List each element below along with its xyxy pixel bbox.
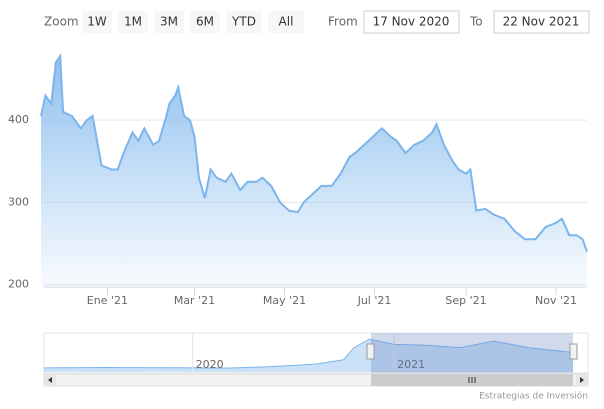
x-tick-label: May '21	[263, 294, 306, 307]
y-tick-label: 200	[8, 278, 29, 291]
range-button[interactable]	[268, 11, 304, 33]
arrow-right	[580, 377, 584, 383]
navigator-handle[interactable]	[569, 343, 578, 360]
line	[40, 52, 588, 253]
area	[41, 56, 587, 287]
from-input[interactable]	[363, 10, 460, 34]
range-button-label[interactable]: 3M	[160, 15, 178, 29]
from-value[interactable]: 17 Nov 2020	[373, 15, 450, 29]
navigator-label: 2021	[397, 358, 425, 371]
to-label: To	[469, 15, 483, 29]
scroll-grip	[468, 377, 476, 383]
navigator-handle[interactable]	[366, 343, 375, 360]
range-button-label[interactable]: 1W	[87, 15, 107, 29]
range-button[interactable]	[82, 11, 112, 33]
range-button[interactable]	[190, 11, 220, 33]
y-tick-label: 400	[8, 113, 29, 126]
navigator-label: 2020	[196, 358, 224, 371]
zoom-label: Zoom	[44, 15, 79, 29]
x-tick-label: Ene '21	[87, 294, 128, 307]
x-tick-label: Mar '21	[174, 294, 215, 307]
navigator-mask[interactable]	[371, 333, 573, 373]
from-label: From	[328, 15, 358, 29]
navigator-line	[43, 338, 574, 369]
x-tick-label: Nov '21	[535, 294, 577, 307]
x-tick-label: Jul '21	[357, 294, 392, 307]
y-tick-label: 300	[8, 195, 29, 208]
range-button[interactable]	[154, 11, 184, 33]
credits: Estrategias de Inversión	[479, 391, 588, 402]
arrow-left	[48, 377, 52, 383]
range-button-label[interactable]: YTD	[231, 15, 256, 29]
range-button[interactable]	[118, 11, 148, 33]
range-button-label[interactable]: All	[279, 15, 294, 29]
range-button-label[interactable]: 6M	[196, 15, 214, 29]
range-button[interactable]	[226, 11, 262, 33]
navigator-area	[44, 339, 573, 372]
to-input[interactable]	[493, 10, 590, 34]
x-tick-label: Sep '21	[445, 294, 486, 307]
navigator-frame	[43, 332, 589, 374]
to-value[interactable]: 22 Nov 2021	[503, 15, 580, 29]
range-button-label[interactable]: 1M	[124, 15, 142, 29]
